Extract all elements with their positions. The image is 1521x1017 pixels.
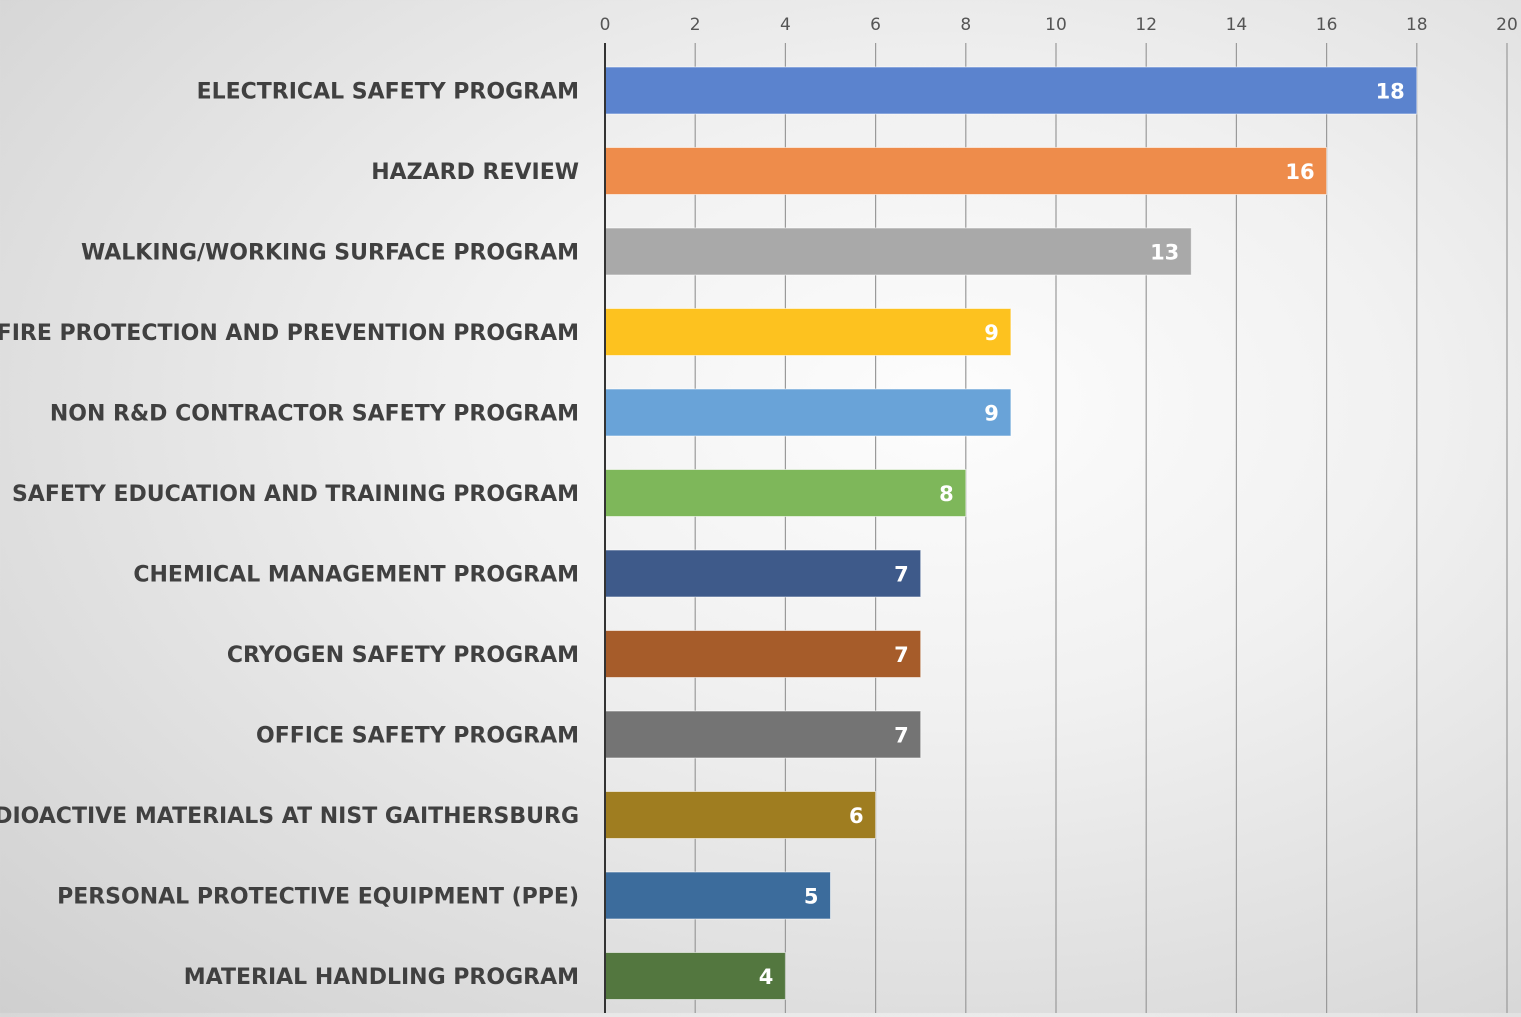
category-label: OFFICE SAFETY PROGRAM xyxy=(256,724,579,749)
data-label: 18 xyxy=(1376,80,1405,104)
x-tick-label: 16 xyxy=(1316,15,1338,35)
data-label: 13 xyxy=(1150,241,1179,265)
category-label: SAFETY EDUCATION AND TRAINING PROGRAM xyxy=(12,482,579,507)
data-label: 7 xyxy=(894,643,909,667)
category-label: HAZARD REVIEW xyxy=(371,160,579,185)
x-tick-label: 8 xyxy=(960,15,971,35)
category-label: NON R&D CONTRACTOR SAFETY PROGRAM xyxy=(50,402,579,427)
x-axis-ticks: 0 2 4 6 8 10 12 14 16 18 20 xyxy=(600,15,1518,35)
data-label: 7 xyxy=(894,724,909,748)
bar xyxy=(604,952,786,1000)
data-label: 6 xyxy=(849,804,864,828)
category-label: RADIOACTIVE MATERIALS AT NIST GAITHERSBU… xyxy=(0,804,579,829)
x-tick-label: 12 xyxy=(1135,15,1157,35)
bars xyxy=(604,66,1418,1000)
bar xyxy=(604,871,831,920)
data-label: 5 xyxy=(804,885,819,909)
category-labels: ELECTRICAL SAFETY PROGRAM HAZARD REVIEW WA… xyxy=(0,80,579,991)
category-label: MATERIAL HANDLING PROGRAM xyxy=(184,965,579,990)
bar xyxy=(604,710,922,759)
data-labels: 18 16 13 9 9 8 7 7 7 6 5 4 xyxy=(759,80,1405,990)
x-tick-label: 20 xyxy=(1496,15,1518,35)
x-tick-label: 10 xyxy=(1045,15,1067,35)
data-label: 4 xyxy=(759,965,774,989)
bar xyxy=(604,227,1192,276)
x-tick-label: 2 xyxy=(690,15,701,35)
category-label: WALKING/WORKING SURFACE PROGRAM xyxy=(81,241,579,266)
category-label: CRYOGEN SAFETY PROGRAM xyxy=(227,643,579,668)
data-label: 16 xyxy=(1285,160,1314,184)
data-label: 9 xyxy=(984,321,999,345)
category-label: ELECTRICAL SAFETY PROGRAM xyxy=(197,80,579,105)
bar xyxy=(604,469,967,517)
x-tick-label: 14 xyxy=(1226,15,1248,35)
x-tick-label: 4 xyxy=(780,15,791,35)
data-label: 9 xyxy=(984,402,999,426)
bar xyxy=(604,791,877,839)
x-tick-label: 18 xyxy=(1406,15,1428,35)
category-label: PERSONAL PROTECTIVE EQUIPMENT (PPE) xyxy=(57,885,579,910)
gridlines xyxy=(694,43,1508,1013)
data-label: 8 xyxy=(939,482,954,506)
bar xyxy=(604,630,922,678)
category-label: FIRE PROTECTION AND PREVENTION PROGRAM xyxy=(0,321,579,346)
bar xyxy=(604,147,1328,195)
x-tick-label: 6 xyxy=(870,15,881,35)
bar xyxy=(604,549,922,598)
bar xyxy=(604,308,1012,356)
x-tick-label: 0 xyxy=(600,15,611,35)
bar xyxy=(604,388,1012,437)
category-label: CHEMICAL MANAGEMENT PROGRAM xyxy=(133,563,579,588)
bar xyxy=(604,66,1418,115)
data-label: 7 xyxy=(894,563,909,587)
